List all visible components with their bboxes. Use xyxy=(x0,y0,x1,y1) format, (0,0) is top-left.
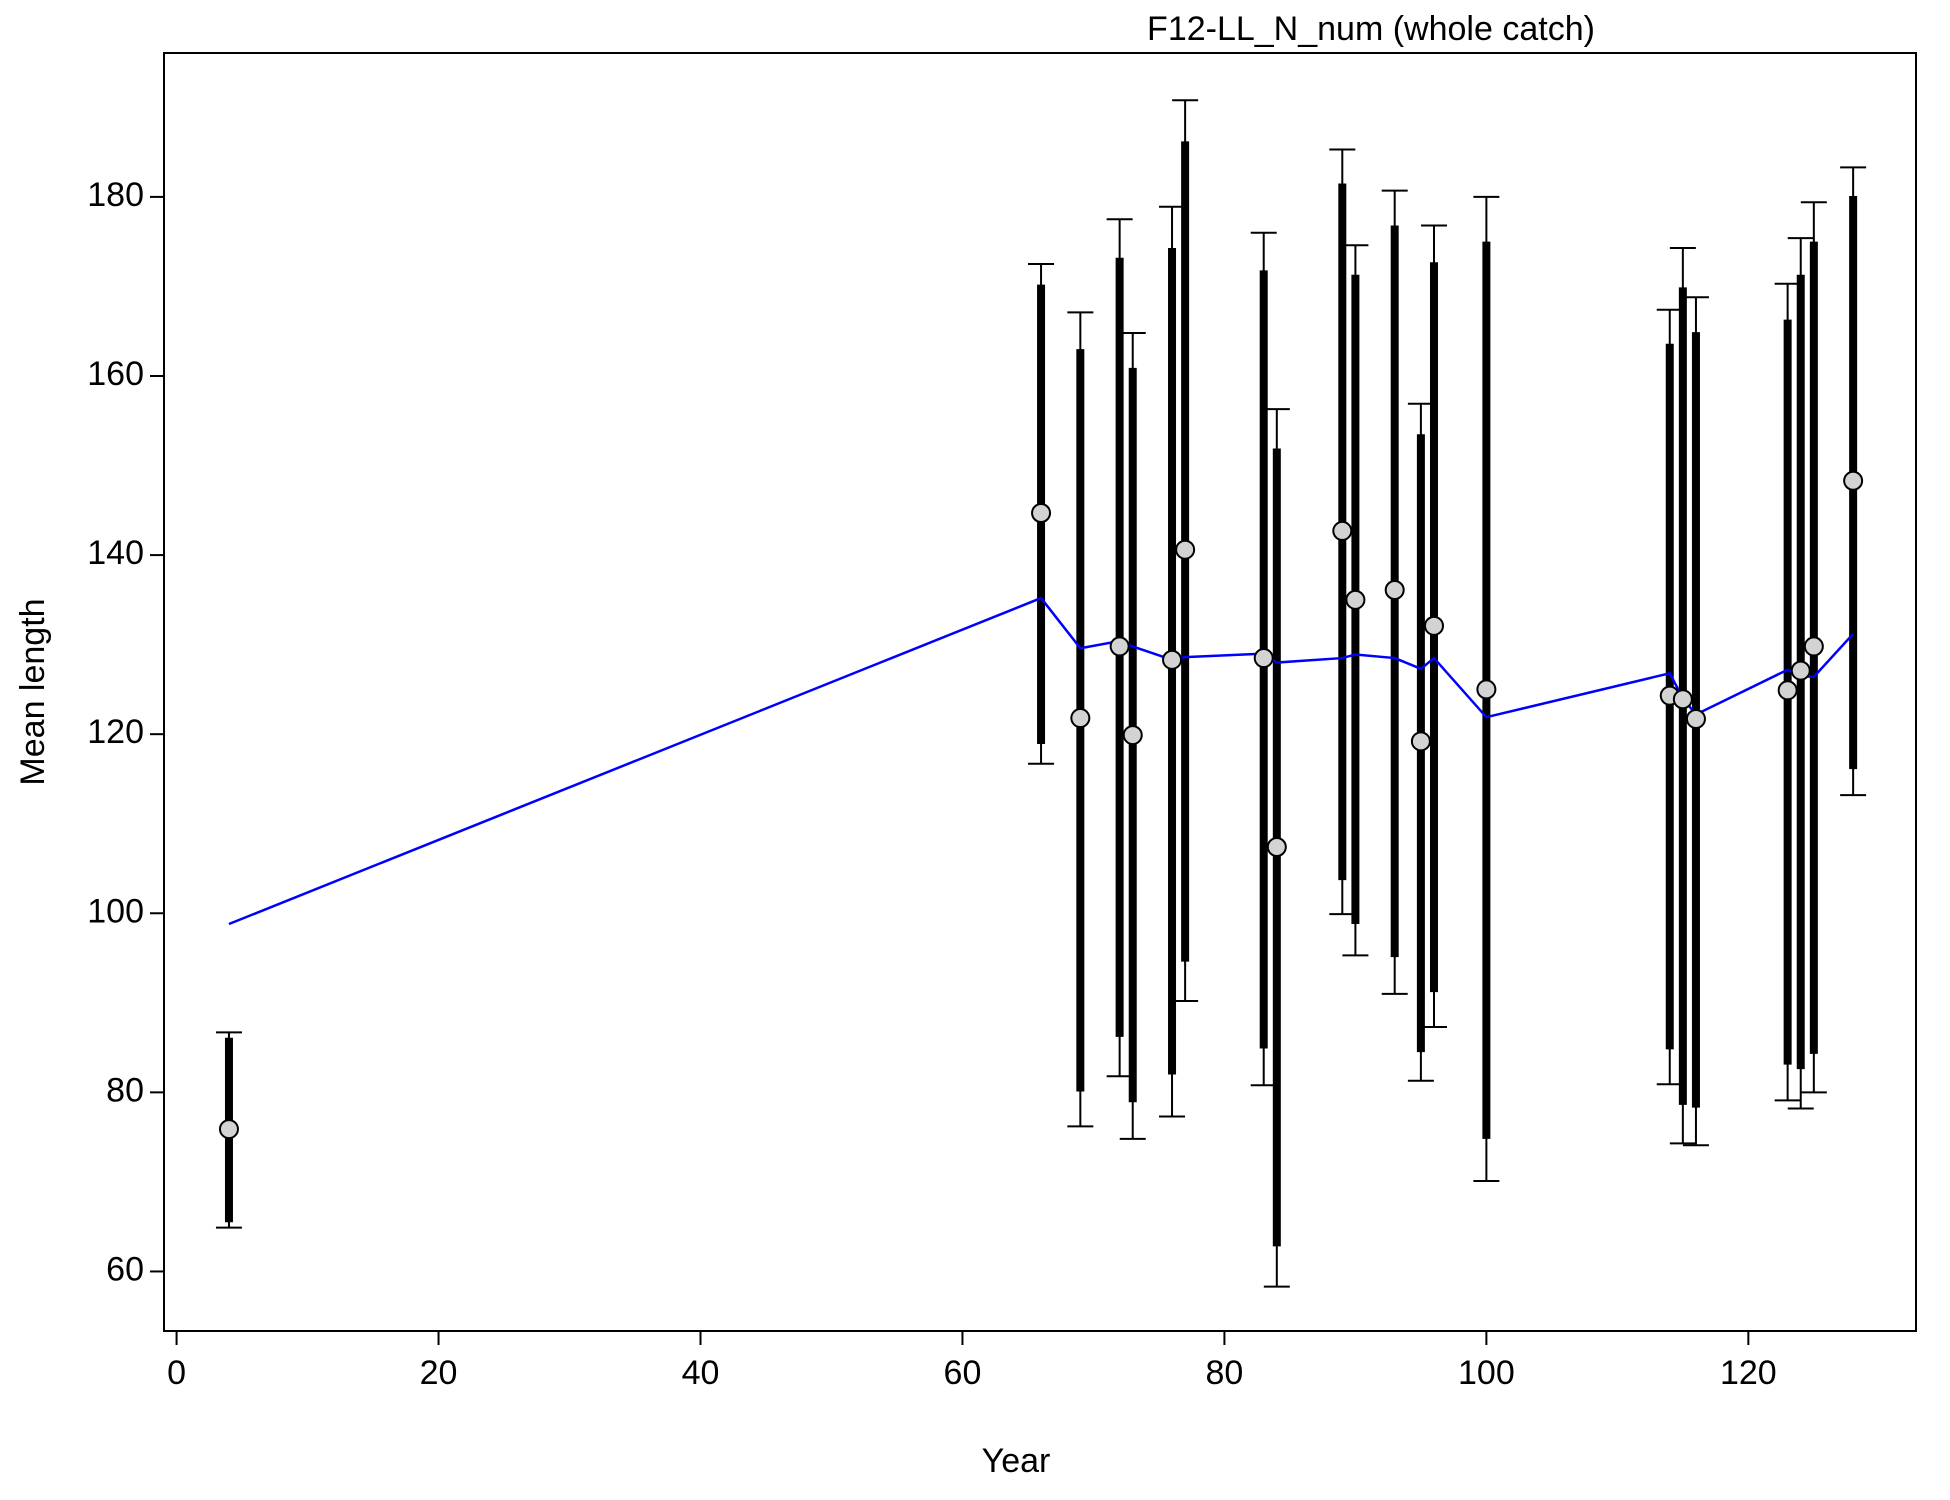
x-tick-label: 120 xyxy=(1720,1354,1777,1392)
y-tick-label: 180 xyxy=(87,176,144,214)
x-tick-label: 0 xyxy=(167,1354,186,1392)
observed-point xyxy=(218,1119,239,1140)
observed-point xyxy=(1266,837,1287,858)
observed-point xyxy=(1843,470,1864,491)
observed-point xyxy=(1685,708,1706,729)
observed-point xyxy=(1803,636,1824,657)
y-tick-label: 60 xyxy=(106,1250,144,1288)
observed-point xyxy=(1109,636,1130,657)
y-tick-label: 160 xyxy=(87,355,144,393)
observed-point xyxy=(1790,660,1811,681)
x-tick-label: 60 xyxy=(944,1354,982,1392)
observed-point xyxy=(1476,679,1497,700)
observed-point xyxy=(1345,589,1366,610)
x-tick-label: 40 xyxy=(682,1354,720,1392)
observed-point xyxy=(1672,689,1693,710)
y-axis-label: Mean length xyxy=(14,598,52,785)
observed-point xyxy=(1070,708,1091,729)
y-tick-label: 120 xyxy=(87,713,144,751)
observed-point xyxy=(1253,648,1274,669)
chart-title: F12-LL_N_num (whole catch) xyxy=(1147,10,1595,48)
y-tick-label: 140 xyxy=(87,534,144,572)
x-tick-label: 100 xyxy=(1458,1354,1515,1392)
y-tick-label: 100 xyxy=(87,892,144,930)
x-tick-label: 80 xyxy=(1206,1354,1244,1392)
observed-point xyxy=(1410,731,1431,752)
observed-point xyxy=(1162,649,1183,670)
observed-point xyxy=(1175,539,1196,560)
x-tick-label: 20 xyxy=(420,1354,458,1392)
observed-point xyxy=(1384,580,1405,601)
x-axis-label: Year xyxy=(982,1442,1051,1480)
observed-point xyxy=(1777,680,1798,701)
observed-point xyxy=(1423,615,1444,636)
observed-point xyxy=(1332,520,1353,541)
y-tick-label: 80 xyxy=(106,1071,144,1109)
observed-point xyxy=(1122,725,1143,746)
observed-point xyxy=(1031,502,1052,523)
